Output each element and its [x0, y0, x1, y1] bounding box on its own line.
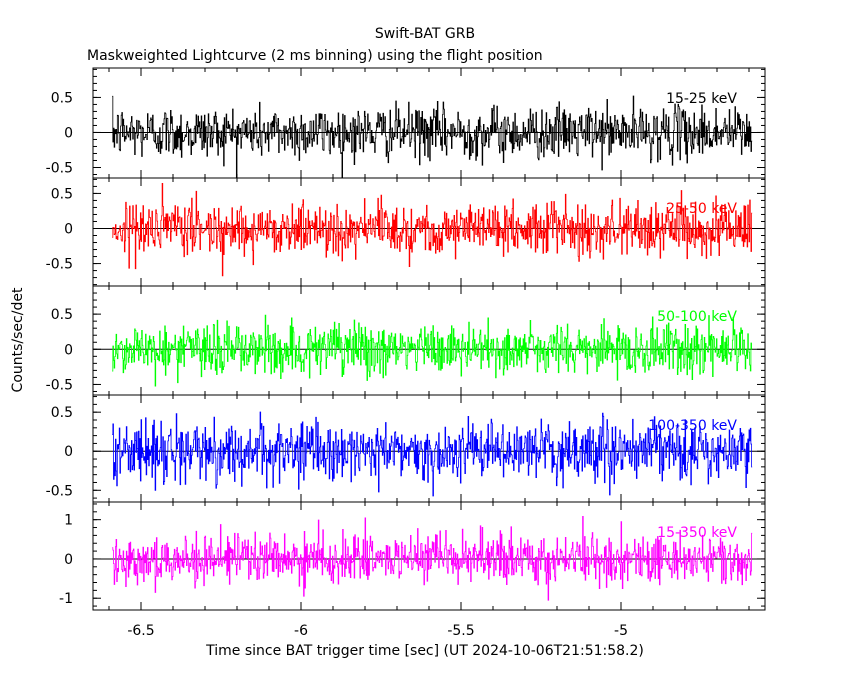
y-tick-label-panel-2: -0.5 [46, 377, 73, 393]
y-tick-label-panel-2: 0.5 [51, 307, 73, 323]
y-tick-label-panel-4: 1 [64, 513, 73, 529]
series-line-panel-3 [112, 411, 753, 497]
panel-label-3: 100-350 keV [648, 418, 737, 434]
y-tick-label-panel-0: -0.5 [46, 160, 73, 176]
panel-4: -1 0 1 15-350 keV [59, 501, 766, 611]
y-tick-label-panel-3: -0.5 [46, 483, 73, 499]
series-line-panel-2 [112, 314, 753, 387]
x-axis-label: Time since BAT trigger time [sec] (UT 20… [205, 643, 644, 659]
chart-subtitle: Maskweighted Lightcurve (2 ms binning) u… [87, 48, 543, 64]
panels-layer: -0.5 0 0.5 15-25 keV -0.5 0 0.5 25-50 keV -0.5 0 0… [46, 67, 766, 639]
panel-2: -0.5 0 0.5 50-100 keV [46, 285, 766, 396]
y-tick-label-panel-2: 0 [64, 342, 73, 358]
panel-1: -0.5 0 0.5 25-50 keV [46, 177, 766, 287]
y-axis-label: Counts/sec/det [10, 287, 26, 392]
y-tick-label-panel-1: -0.5 [46, 257, 73, 273]
x-tick-label: -5 [614, 623, 628, 639]
x-tick-label: -6.5 [127, 623, 154, 639]
panel-label-4: 15-350 keV [657, 525, 737, 541]
y-tick-label-panel-1: 0 [64, 221, 73, 237]
y-tick-label-panel-4: 0 [64, 552, 73, 568]
y-tick-label-panel-0: 0 [64, 125, 73, 141]
panel-label-0: 15-25 keV [666, 91, 737, 107]
y-tick-label-panel-3: 0 [64, 444, 73, 460]
series-line-panel-4 [112, 515, 753, 601]
panel-3: -0.5 0 0.5 100-350 keV [46, 394, 766, 503]
y-tick-label-panel-0: 0.5 [51, 90, 73, 106]
series-line-panel-1 [112, 182, 753, 277]
y-tick-label-panel-4: -1 [59, 591, 73, 607]
panel-label-1: 25-50 keV [666, 201, 737, 217]
panel-label-2: 50-100 keV [657, 309, 737, 325]
y-tick-label-panel-3: 0.5 [51, 405, 73, 421]
x-tick-label: -6 [294, 623, 308, 639]
panel-0: -0.5 0 0.5 15-25 keV [46, 67, 766, 179]
series-line-panel-0 [112, 95, 753, 178]
y-tick-label-panel-1: 0.5 [51, 186, 73, 202]
chart-title: Swift-BAT GRB [375, 26, 475, 42]
x-tick-label: -5.5 [447, 623, 474, 639]
